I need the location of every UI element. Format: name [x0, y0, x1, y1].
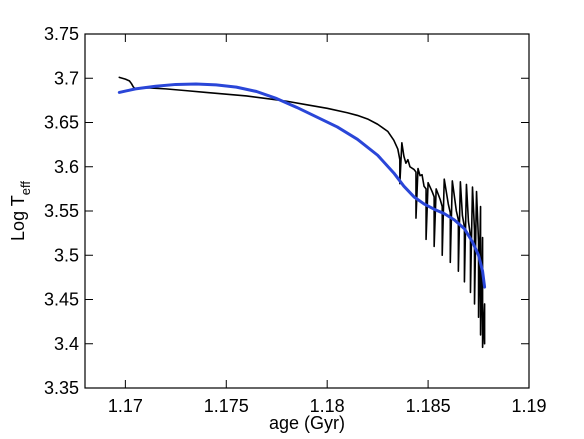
y-tick-label: 3.45 [44, 290, 79, 310]
y-axis-ticks: 3.35 3.4 3.45 3.5 3.55 3.6 3.65 3.7 3.75 [44, 24, 529, 398]
y-tick-label: 3.4 [54, 334, 79, 354]
y-tick-label: 3.7 [54, 68, 79, 88]
y-axis-label: Log Teff [8, 181, 33, 241]
y-tick-label: 3.65 [44, 113, 79, 133]
x-axis-ticks: 1.17 1.175 1.18 1.185 1.19 [108, 34, 547, 416]
series-layer [117, 76, 487, 349]
x-tick-label: 1.19 [511, 396, 546, 416]
series-line-blue [117, 82, 487, 289]
series-line-black [118, 76, 486, 349]
y-tick-label: 3.5 [54, 245, 79, 265]
y-tick-label: 3.75 [44, 24, 79, 44]
x-tick-label: 1.185 [406, 396, 451, 416]
y-tick-label: 3.6 [54, 157, 79, 177]
x-tick-label: 1.175 [204, 396, 249, 416]
x-tick-label: 1.18 [310, 396, 345, 416]
y-axis-label-main: Log T [8, 195, 28, 241]
y-tick-label: 3.35 [44, 378, 79, 398]
x-axis-label: age (Gyr) [269, 413, 345, 433]
x-tick-label: 1.17 [108, 396, 143, 416]
y-tick-label: 3.55 [44, 201, 79, 221]
y-axis-label-sub: eff [18, 181, 33, 196]
